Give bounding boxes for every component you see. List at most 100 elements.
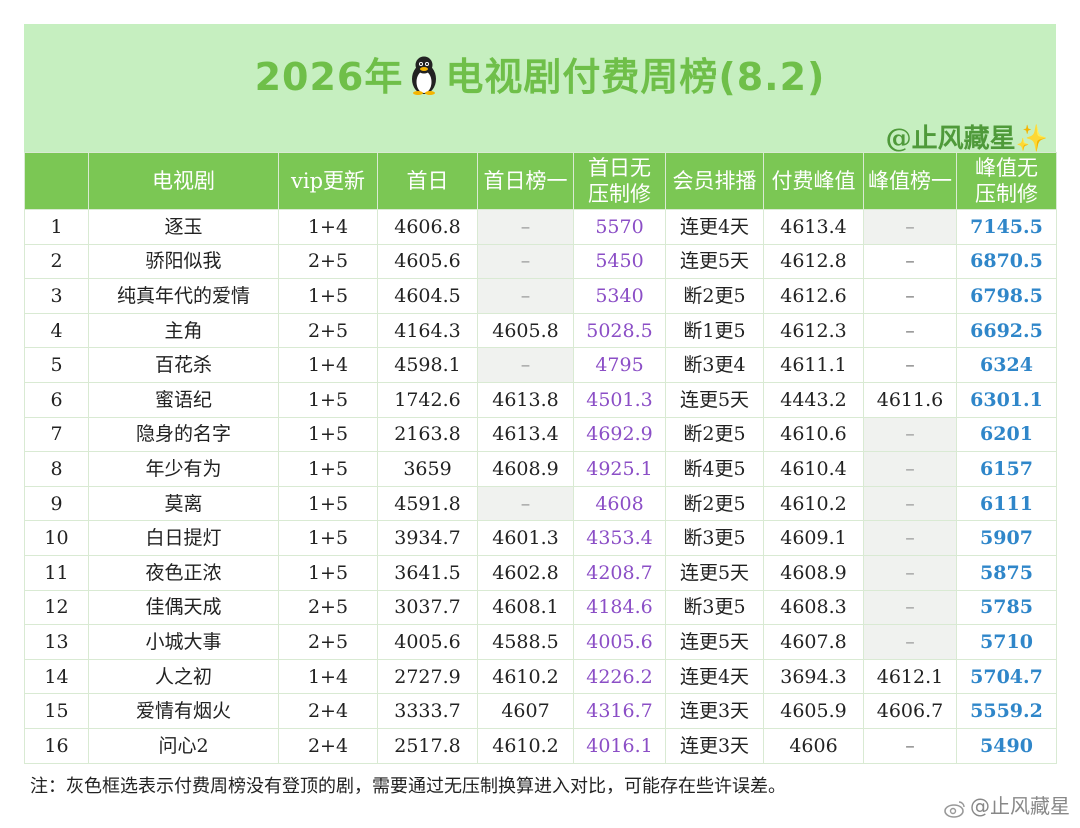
cell-first-day: 3641.5 [377,554,478,591]
table-row: 7 隐身的名字 1+5 2163.8 4613.4 4692.9 断2更5 4610.6–62… [24,416,1057,453]
cell-schedule: 连更4天 [665,658,764,695]
cell-peak: 4613.4 [763,209,864,245]
cell-peak-top: – [863,416,957,453]
cell-name: 佳偶天成 [88,589,279,626]
cell-vip: 1+4 [278,209,378,245]
cell-first-day-uncapped: 5570 [573,209,666,245]
table-row: 3 纯真年代的爱情 1+5 4604.5–5340 断2更5 4612.6–6798.5 [24,278,1057,314]
cell-peak: 4612.8 [763,243,864,280]
cell-first-day: 4604.5 [377,278,478,314]
cell-first-day-top: 4613.4 [477,416,574,453]
cell-peak-top: – [863,520,957,556]
cell-vip: 2+5 [278,312,378,349]
cell-peak-uncapped: 5875 [956,554,1057,591]
column-header-9: 峰值无 压制修 [956,152,1057,210]
cell-peak-uncapped: 5559.2 [956,693,1057,729]
cell-schedule: 断1更5 [665,312,764,349]
cell-first-day: 2517.8 [377,727,478,764]
cell-peak-uncapped: 6201 [956,416,1057,453]
cell-first-day-top: – [477,209,574,245]
cell-peak: 4608.9 [763,554,864,591]
cell-schedule: 连更5天 [665,381,764,418]
cell-peak-uncapped: 6301.1 [956,381,1057,418]
cell-name: 人之初 [88,658,279,695]
column-header-5: 首日无 压制修 [573,152,666,210]
cell-vip: 1+5 [278,451,378,487]
table-row: 1 逐玉 1+4 4606.8–5570 连更4天 4613.4–7145.5 [24,209,1057,245]
cell-peak: 4606 [763,727,864,764]
cell-vip: 2+5 [278,243,378,280]
column-header-7: 付费峰值 [763,152,864,210]
cell-first-day: 4005.6 [377,624,478,660]
cell-schedule: 连更3天 [665,727,764,764]
column-header-0 [24,152,89,210]
cell-peak-top: – [863,485,957,522]
cell-first-day-top: 4588.5 [477,624,574,660]
table-row: 5 百花杀 1+4 4598.1–4795 断3更4 4611.1–6324 [24,347,1057,383]
title-suffix: 电视剧付费周榜(8.2) [445,55,826,99]
cell-vip: 1+4 [278,347,378,383]
cell-rank: 9 [24,485,89,522]
cell-first-day-uncapped: 5450 [573,243,666,280]
cell-first-day-uncapped: 4316.7 [573,693,666,729]
weibo-icon [944,799,966,818]
cell-schedule: 连更5天 [665,243,764,280]
ranking-card: 2026年 电视剧付费周榜(8.2) @止风藏星✨ [24,24,1057,800]
cell-rank: 5 [24,347,89,383]
cell-first-day-uncapped: 4208.7 [573,554,666,591]
cell-first-day-top: 4608.1 [477,589,574,626]
cell-first-day-top: – [477,243,574,280]
cell-peak-top: – [863,243,957,280]
cell-name: 小城大事 [88,624,279,660]
cell-peak-top: – [863,278,957,314]
table-row: 12 佳偶天成 2+5 3037.7 4608.1 4184.6 断3更5 4608.3–57… [24,589,1057,626]
penguin-icon [409,55,439,104]
table-row: 14 人之初 1+4 2727.9 4610.2 4226.2 连更4天 3694.3 4612… [24,658,1057,695]
cell-first-day-uncapped: 4795 [573,347,666,383]
cell-first-day-top: 4610.2 [477,727,574,764]
cell-peak-top: – [863,624,957,660]
cell-peak-top: – [863,554,957,591]
cell-peak-uncapped: 7145.5 [956,209,1057,245]
table-row: 9 莫离 1+5 4591.8–4608 断2更5 4610.2–6111 [24,485,1057,522]
cell-rank: 8 [24,451,89,487]
cell-first-day-top: 4605.8 [477,312,574,349]
cell-first-day-uncapped: 4016.1 [573,727,666,764]
cell-peak: 3694.3 [763,658,864,695]
cell-peak-top: – [863,451,957,487]
cell-first-day-top: – [477,278,574,314]
cell-first-day: 4606.8 [377,209,478,245]
cell-first-day: 4591.8 [377,485,478,522]
cell-peak-uncapped: 6798.5 [956,278,1057,314]
cell-first-day-top: 4613.8 [477,381,574,418]
cell-first-day: 4164.3 [377,312,478,349]
cell-vip: 2+5 [278,589,378,626]
cell-peak: 4612.3 [763,312,864,349]
cell-rank: 14 [24,658,89,695]
weibo-watermark: @止风藏星 [944,790,1070,819]
cell-peak-top: 4612.1 [863,658,957,695]
cell-schedule: 断2更5 [665,416,764,453]
table-row: 16 问心2 2+4 2517.8 4610.2 4016.1 连更3天 4606–5490 [24,727,1057,764]
cell-peak: 4611.1 [763,347,864,383]
cell-peak-top: 4611.6 [863,381,957,418]
author-handle: @止风藏星✨ [886,118,1048,155]
table-row: 15 爱情有烟火 2+4 3333.7 4607 4316.7 连更3天 4605.9 4606… [24,693,1057,729]
cell-rank: 12 [24,589,89,626]
cell-peak-uncapped: 6157 [956,451,1057,487]
table-row: 8 年少有为 1+5 3659 4608.9 4925.1 断4更5 4610.4–6157 [24,451,1057,487]
cell-peak: 4443.2 [763,381,864,418]
cell-schedule: 断3更5 [665,520,764,556]
cell-peak-uncapped: 5704.7 [956,658,1057,695]
column-header-1: 电视剧 [88,152,279,210]
cell-rank: 11 [24,554,89,591]
cell-first-day: 4605.6 [377,243,478,280]
cell-rank: 3 [24,278,89,314]
table-header-row: 电视剧 vip更新 首日 首日榜一 首日无 压制修 会员排播 付费峰值 峰值榜一 峰值无 压制修 [24,152,1057,210]
column-header-6: 会员排播 [665,152,764,210]
cell-vip: 2+4 [278,693,378,729]
cell-rank: 2 [24,243,89,280]
cell-peak-uncapped: 6111 [956,485,1057,522]
cell-peak: 4608.3 [763,589,864,626]
column-header-3: 首日 [377,152,478,210]
